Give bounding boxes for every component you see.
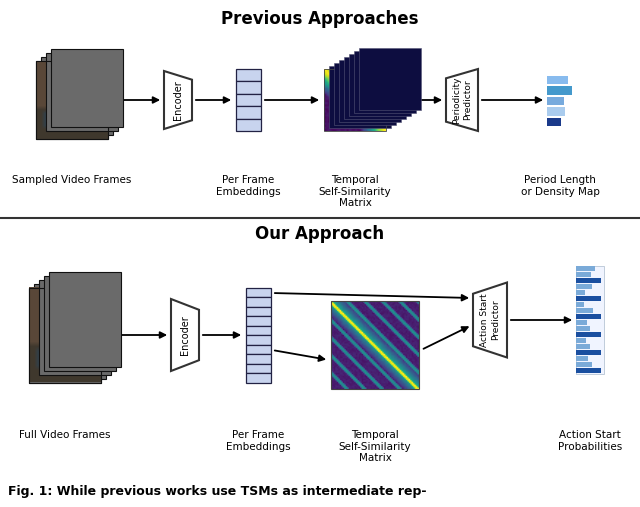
Bar (36, 61, 108, 139)
Bar (576, 296, 600, 301)
Bar (344, 57, 406, 119)
Bar (246, 344, 271, 354)
Polygon shape (171, 299, 199, 371)
Bar (246, 297, 271, 307)
Polygon shape (164, 71, 192, 129)
Bar (49, 272, 121, 367)
Bar (236, 69, 260, 82)
Text: Full Video Frames: Full Video Frames (19, 430, 111, 440)
Bar (354, 51, 416, 113)
Bar (576, 278, 600, 283)
Bar (576, 326, 590, 331)
Bar (246, 373, 271, 382)
Bar (576, 302, 584, 307)
Bar (576, 314, 600, 319)
Text: Periodicity
Predictor: Periodicity Predictor (452, 76, 472, 124)
Text: Encoder: Encoder (180, 315, 190, 355)
Bar (331, 301, 419, 389)
Bar (576, 362, 592, 367)
Bar (34, 283, 106, 379)
Bar (576, 338, 586, 343)
Bar (576, 332, 600, 337)
Bar (576, 272, 591, 277)
Bar (547, 76, 568, 84)
Bar (236, 94, 260, 106)
Text: Temporal
Self-Similarity
Matrix: Temporal Self-Similarity Matrix (319, 175, 391, 208)
Bar (324, 69, 386, 131)
Bar (576, 266, 595, 271)
Bar (576, 356, 588, 361)
Bar (349, 54, 411, 116)
Bar (29, 287, 101, 382)
Text: Action Start
Probabilities: Action Start Probabilities (558, 430, 622, 452)
Bar (339, 60, 401, 122)
Text: Per Frame
Embeddings: Per Frame Embeddings (216, 175, 280, 197)
Bar (236, 106, 260, 119)
Bar (547, 118, 561, 126)
Bar (246, 335, 271, 344)
Bar (576, 284, 593, 289)
Bar (576, 320, 587, 325)
Bar (547, 97, 564, 105)
Bar (41, 57, 113, 135)
Text: Period Length
or Density Map: Period Length or Density Map (520, 175, 600, 197)
Bar (44, 275, 116, 371)
Text: Per Frame
Embeddings: Per Frame Embeddings (226, 430, 291, 452)
Bar (576, 290, 585, 295)
Bar (246, 316, 271, 325)
Text: Encoder: Encoder (173, 80, 183, 120)
Bar (576, 308, 593, 313)
Polygon shape (446, 69, 478, 131)
Bar (246, 364, 271, 373)
Bar (236, 119, 260, 131)
Bar (29, 287, 101, 382)
Bar (359, 48, 421, 110)
Polygon shape (473, 282, 507, 357)
Bar (39, 279, 111, 375)
Bar (576, 266, 604, 374)
Bar (576, 344, 590, 349)
Bar (547, 86, 572, 95)
Bar (46, 53, 118, 131)
Bar (51, 49, 123, 127)
Bar (246, 325, 271, 335)
Bar (329, 66, 391, 128)
Text: Previous Approaches: Previous Approaches (221, 10, 419, 28)
Text: Action Start
Predictor: Action Start Predictor (480, 293, 500, 347)
Bar (246, 354, 271, 364)
Bar (576, 368, 600, 373)
Text: Fig. 1: While previous works use TSMs as intermediate rep-: Fig. 1: While previous works use TSMs as… (8, 485, 426, 498)
Text: Sampled Video Frames: Sampled Video Frames (12, 175, 132, 185)
Bar (246, 287, 271, 297)
Bar (36, 61, 108, 139)
Text: Our Approach: Our Approach (255, 225, 385, 243)
Bar (236, 82, 260, 94)
Bar (334, 63, 396, 125)
Bar (547, 107, 565, 116)
Bar (246, 307, 271, 316)
Bar (576, 350, 600, 355)
Text: Temporal
Self-Similarity
Matrix: Temporal Self-Similarity Matrix (339, 430, 412, 463)
